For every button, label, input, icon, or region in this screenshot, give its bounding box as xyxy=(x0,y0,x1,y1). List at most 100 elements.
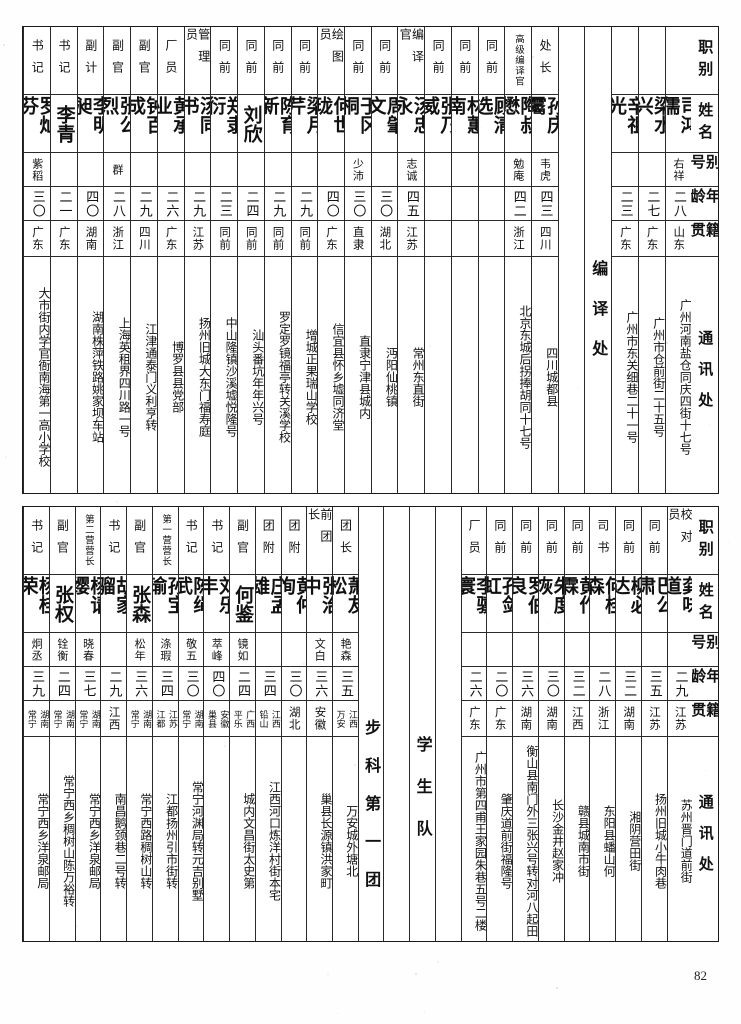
person-column[interactable]: 团长 萧友松 艳森 三五 江西 万安 万安城外塘北 xyxy=(332,507,358,941)
person-column[interactable]: 厂员 黄承业 二六 广东 博罗县县党部 xyxy=(157,27,184,493)
cell-position: 同前 xyxy=(616,507,641,575)
cell-name: 张权 xyxy=(50,575,75,633)
person-column[interactable]: 同前 林蕙南 xyxy=(451,27,478,493)
cell-origin: 江西 xyxy=(565,701,590,737)
person-column[interactable]: 辛祖光 二三 广东 广州市东关细巷二十一号 xyxy=(611,27,638,493)
origin-part: 江苏 xyxy=(165,701,177,736)
person-column[interactable]: 第一营营长 孙宝瑜 涤瑕 三四 江苏 江都 江都扬州引市街转 xyxy=(152,507,178,941)
cell-alias xyxy=(616,633,641,667)
person-column[interactable]: 同前 顾清选 xyxy=(478,27,505,493)
row-header-column: 职别 姓名 别号 年龄 籍贯 通讯处 xyxy=(691,27,718,493)
person-column[interactable]: 梁水兴 二七 广东 广州市仓前街二十五号 xyxy=(638,27,665,493)
cell-address: 湘阴营田街 xyxy=(616,737,641,941)
cell-address: 江津通泰门义利亨转 xyxy=(131,257,157,493)
person-column[interactable]: 前团长 张治中 文白 三六 安徽 巢县长源镇洪家町 xyxy=(306,507,332,941)
cell-age: 四〇 xyxy=(318,187,344,221)
person-column[interactable]: 副官 何鉴 镜如 二四 广西 平乐 城内文昌街太史第 xyxy=(229,507,255,941)
person-column[interactable]: 团附 庄孟雄 三四 江西 铅山 江西河口炼洋村街本宅 xyxy=(255,507,281,941)
cell-alias: 镜如 xyxy=(230,633,255,667)
cell-age: 二九 xyxy=(101,667,126,701)
cell-position: 高级编译官 xyxy=(505,27,531,95)
cell-name: 何桂森 xyxy=(590,575,615,633)
person-column[interactable]: 同前 张乃威 xyxy=(424,27,451,493)
cell-alias xyxy=(590,633,615,667)
cell-position: 厂员 xyxy=(462,507,487,575)
cell-origin: 湖北 xyxy=(282,701,307,737)
cell-alias xyxy=(452,153,478,187)
person-column[interactable]: 书记 罗灿芬 紫稻 三〇 广东 大市街内学官衙南海第一高小学校 xyxy=(23,27,50,493)
row-header-address: 通讯处 xyxy=(692,737,718,941)
cell-alias xyxy=(513,633,538,667)
person-column[interactable]: 书记 杨桂荣 炯丞 三九 湖南 常宁 常宁西乡洋泉邮局 xyxy=(23,507,49,941)
person-column[interactable]: 同前 陈育新 二九 同前 罗定罗镜福亭转关溪学校 xyxy=(264,27,291,493)
cell-origin: 同前 xyxy=(238,221,264,257)
person-column[interactable]: 同前 罗伯良 三六 湖南 衡山县南门外三张兴号转对河八起田 xyxy=(512,507,538,941)
cell-name: 朱度恢 xyxy=(539,575,564,633)
cell-origin: 广东 xyxy=(24,221,50,257)
cell-age: 三〇 xyxy=(179,667,204,701)
person-column[interactable]: 团附 黄仲恂 三〇 湖北 xyxy=(281,507,307,941)
person-column[interactable]: 司书 何桂森 二八 浙江 东阳县蟠山何 xyxy=(589,507,615,941)
cell-address: 博罗县县党部 xyxy=(158,257,184,493)
person-column[interactable]: 书记 李青 二一 广东 xyxy=(50,27,77,493)
person-column[interactable]: 同前 刘欣 二四 同前 汕头番坑年年兴号 xyxy=(237,27,264,493)
person-column[interactable]: 校对员 龚味道 二九 江苏 苏州晋门道前街 xyxy=(667,507,693,941)
person-column[interactable]: 同前 孔剑虹 二〇 广东 肇庆道前街福隆号 xyxy=(486,507,512,941)
person-column[interactable]: 编译官 汤忠永 志诚 四五 江苏 常州东直街 xyxy=(397,27,424,493)
cell-name: 司鸿儒 xyxy=(666,95,692,153)
person-column[interactable]: 绘图员 何世珑 四〇 广东 信宜县怀乡墟同济堂 xyxy=(317,27,344,493)
person-column[interactable]: 管理员 汤同书 二九 江苏 扬州旧城大东门福寿庭 xyxy=(184,27,211,493)
person-column[interactable]: 书记 刘乐丰 萃峰 四〇 安徽 巢县 xyxy=(203,507,229,941)
row-header-column: 职别 姓名 别号 年龄 籍贯 通讯处 xyxy=(692,507,718,941)
cell-age: 三七 xyxy=(76,667,101,701)
person-column[interactable]: 书记 胡家骝 二九 江西 南昌鹅颈巷二号转 xyxy=(100,507,126,941)
cell-alias xyxy=(292,153,318,187)
cell-alias xyxy=(211,153,237,187)
cell-age: 三五 xyxy=(333,667,358,701)
person-column[interactable]: 厂员 李骥寰 二六 广东 广州市第四甫王家园朱巷五号二楼 xyxy=(461,507,487,941)
cell-age: 二九 xyxy=(668,667,693,701)
person-column[interactable]: 副官 钟百成 二九 四川 江津通泰门义利亨转 xyxy=(130,27,157,493)
person-column[interactable]: 同前 梁月芹 二九 同前 增城正果瑞山学校 xyxy=(291,27,318,493)
cell-address xyxy=(51,257,77,493)
cell-position: 前团长 xyxy=(307,507,332,575)
scan-speckle xyxy=(415,973,417,975)
person-column[interactable]: 同前 柳必达 三二 湖南 湘阴营田街 xyxy=(615,507,641,941)
cell-alias xyxy=(101,633,126,667)
cell-name: 张乃威 xyxy=(425,95,451,153)
cell-name: 罗灿芬 xyxy=(24,95,50,153)
person-column[interactable]: 副计 李明昶 四〇 湖南 湖南株萍铁路姚家坝车站 xyxy=(77,27,104,493)
person-column[interactable]: 副官 张森 松年 三六 湖南 常宁 常宁西路稠树山转 xyxy=(126,507,152,941)
person-column[interactable]: 处长 孙庆霱 韦虎 四三 四川 四川城都县 xyxy=(531,27,558,493)
cell-name: 庄孟雄 xyxy=(256,575,281,633)
cell-address: 常宁西乡洋泉邮局 xyxy=(24,737,49,941)
person-column[interactable]: 同前 周肇文 三〇 湖北 沔阳仙桃镇 xyxy=(371,27,398,493)
cell-position: 同前 xyxy=(539,507,564,575)
cell-address: 长沙金井赵家冲 xyxy=(539,737,564,941)
cell-address: 直隶宁津县城内 xyxy=(345,257,371,493)
cell-origin xyxy=(452,221,478,257)
cell-origin: 广东 xyxy=(318,221,344,257)
cell-name: 罗伯良 xyxy=(513,575,538,633)
cell-age: 三六 xyxy=(127,667,152,701)
cell-origin xyxy=(425,221,451,257)
person-column[interactable]: 副官 张权 铨衡 二四 湖南 常宁 常宁西乡稠树山陈万裕转 xyxy=(49,507,75,941)
cell-alias xyxy=(238,153,264,187)
person-column[interactable]: 书记 陈绳武 敬五 三〇 湖南 常宁 常宁河渊局转元吉别墅 xyxy=(178,507,204,941)
cell-origin: 四川 xyxy=(131,221,157,257)
cell-alias xyxy=(565,633,590,667)
person-column[interactable]: 同前 巴公肃 三五 江苏 扬州旧城小牛肉巷 xyxy=(641,507,667,941)
person-column[interactable]: 高级编译官 陶叔懋 勉庵 四二 浙江 北京东城后拐捧胡同十七号 xyxy=(504,27,531,493)
origin-part: 湖南 xyxy=(139,701,151,736)
cell-origin: 同前 xyxy=(211,221,237,257)
cell-age: 二九 xyxy=(265,187,291,221)
person-column[interactable]: 第二营营长 杨请缨 晓春 三七 湖南 常宁 常宁西乡洋泉邮局 xyxy=(75,507,101,941)
cell-position: 副官 xyxy=(131,27,157,95)
person-column[interactable]: 副官 张公烈群二八 浙江 上海英租界四川路一号 xyxy=(103,27,130,493)
person-column[interactable]: 同前 于冈桐 少沛 三〇 直隶 直隶宁津县城内 xyxy=(344,27,371,493)
person-column[interactable]: 同前 郑隶衍 二三 同前 中山隆镇沙溪墟悦隆号 xyxy=(210,27,237,493)
person-column[interactable]: 司鸿儒 右祥 二八 山东 广州河南盐仓同庆四街十七号 xyxy=(665,27,692,493)
person-column[interactable]: 同前 黄作霖 三二 江西 赣县城南市街 xyxy=(564,507,590,941)
cell-alias xyxy=(131,153,157,187)
person-column[interactable]: 同前 朱度恢 三〇 湖南 长沙金井赵家冲 xyxy=(538,507,564,941)
